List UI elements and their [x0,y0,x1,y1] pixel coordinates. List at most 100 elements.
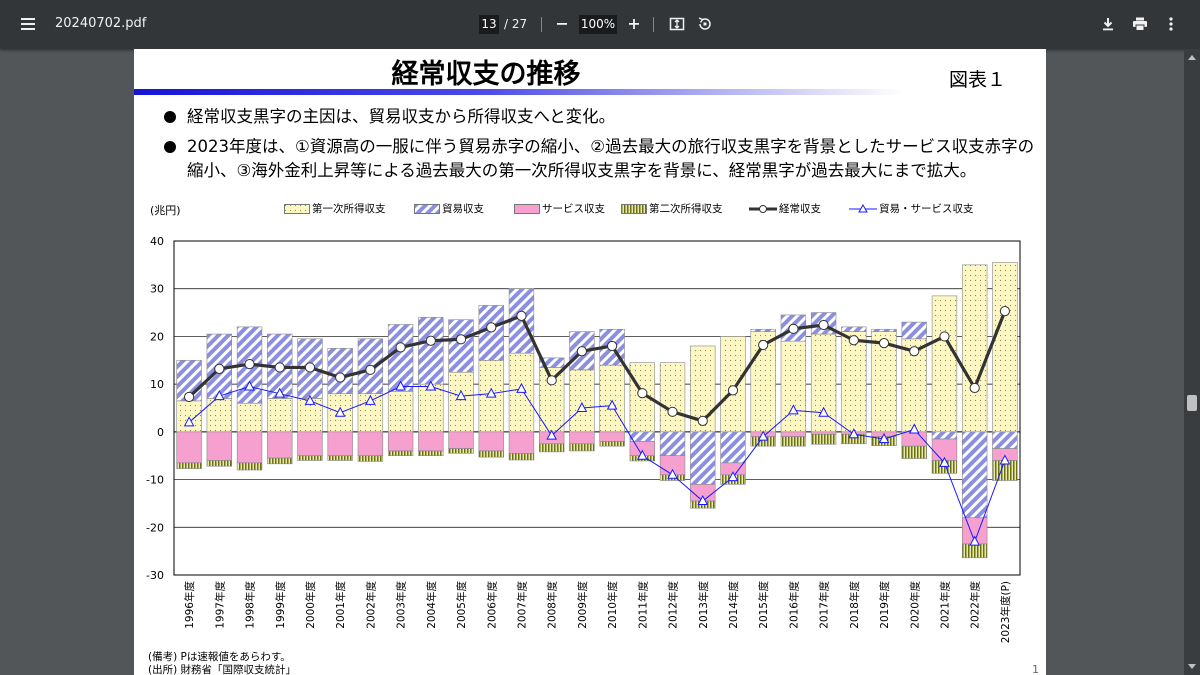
trade-services-point [606,399,618,410]
bar-services-balance [448,431,474,449]
trade-services-point [757,430,769,441]
bar-trade-balance [871,328,897,332]
bar-trade-balance [629,431,656,442]
bar-secondary-income [810,433,837,445]
trade-services-point [788,404,799,415]
current-account-point [637,388,648,399]
bar-secondary-income [780,436,807,447]
bar-trade-balance [448,319,474,373]
print-button[interactable] [1130,14,1150,34]
bar-secondary-income [961,543,988,559]
legend-swatch [621,203,647,214]
current-account-point [425,335,436,346]
bar-primary-income [418,383,444,433]
current-account-point [365,364,376,375]
current-account-point [516,310,527,322]
legend-label: 第一次所得収支 [312,203,386,215]
figure-label: 図表１ [949,69,1007,91]
bar-secondary-income [176,462,202,469]
bar-trade-balance [750,328,776,332]
x-tick-label: 2011年度 [636,581,649,629]
bar-trade-balance [387,324,414,392]
bar-secondary-income [569,443,595,452]
trade-services-point [425,380,437,391]
rotate-button[interactable] [695,14,715,34]
current-account-point [818,319,829,331]
y-unit-label: (兆円) [150,204,181,217]
legend-item: サービス収支 [514,201,605,216]
x-tick-label: 1998年度 [244,581,257,629]
trade-services-point [727,471,739,482]
scrollbar-thumb[interactable] [1187,395,1197,411]
menu-icon [21,18,35,30]
bullet-text: 経常収支黒字の主因は、貿易収支から所得収支へと変化。 [187,107,616,126]
note-source: (出所) 財務省「国際収支統計」 [148,664,297,675]
x-tick-label: 2004年度 [425,581,438,629]
menu-button[interactable] [17,13,39,35]
footer-page-number: 1 [1032,663,1039,675]
legend-item: 経常収支 [749,201,821,216]
bar-services-balance [297,431,323,457]
trade-services-point [395,380,406,391]
bullet-marker [164,141,176,153]
zoom-out-button[interactable] [552,14,572,34]
zoom-in-button[interactable] [624,14,644,34]
current-account-point [727,385,739,396]
current-account-point [607,340,618,352]
y-tick-label: 30 [150,283,164,296]
bar-primary-income [236,402,263,433]
scrollbar[interactable] [1184,49,1200,675]
bar-secondary-income [538,443,565,453]
trade-services-line [188,386,1006,544]
fit-page-button[interactable] [667,14,687,34]
bar-primary-income [841,331,867,433]
bar-services-balance [387,431,414,452]
trade-services-point [304,394,316,405]
current-account-point [667,406,678,417]
page-total: / 27 [504,17,528,31]
bar-secondary-income [327,455,353,461]
legend-label: 貿易・サービス収支 [879,203,974,215]
more-options-button[interactable] [1161,14,1181,34]
x-tick-label: 2015年度 [757,581,770,629]
current-account-point [758,339,769,351]
current-account-point [455,334,467,345]
legend-label: 経常収支 [779,203,821,215]
current-account-point [878,338,890,349]
bar-services-balance [267,431,293,459]
bar-trade-balance [841,326,867,332]
bar-primary-income [206,398,233,433]
bar-trade-balance [418,317,444,385]
rotate-icon [698,17,711,30]
y-tick-label: -10 [146,474,164,487]
current-account-point [486,322,497,333]
download-button[interactable] [1098,14,1118,34]
trade-services-point [485,387,497,398]
bar-secondary-income [387,450,414,457]
bar-primary-income [871,331,897,433]
legend-swatch [414,203,440,214]
trade-services-point [213,390,225,401]
zoom-input[interactable]: 100% [579,15,617,34]
current-account-point [576,346,587,357]
x-tick-label: 2006年度 [485,581,498,629]
legend-item: 貿易収支 [414,201,484,216]
current-account-point [697,415,708,426]
current-account-point [395,342,406,353]
trade-services-point [636,449,648,460]
bar-primary-income [387,391,414,433]
page-number-input[interactable]: 13 [479,15,499,34]
bar-primary-income [810,333,837,433]
trade-services-point [999,454,1011,465]
x-tick-label: 2010年度 [606,581,619,629]
x-tick-label: 2002年度 [364,581,377,629]
trade-services-point [939,456,950,467]
scroll-up-arrow[interactable] [1188,55,1196,60]
legend-swatch [514,203,540,214]
bar-trade-balance [327,348,353,394]
scroll-down-arrow[interactable] [1188,664,1196,669]
bar-secondary-income [599,441,625,447]
bar-trade-balance [901,321,927,340]
bar-services-balance [810,431,837,435]
file-name: 20240702.pdf [55,16,147,31]
